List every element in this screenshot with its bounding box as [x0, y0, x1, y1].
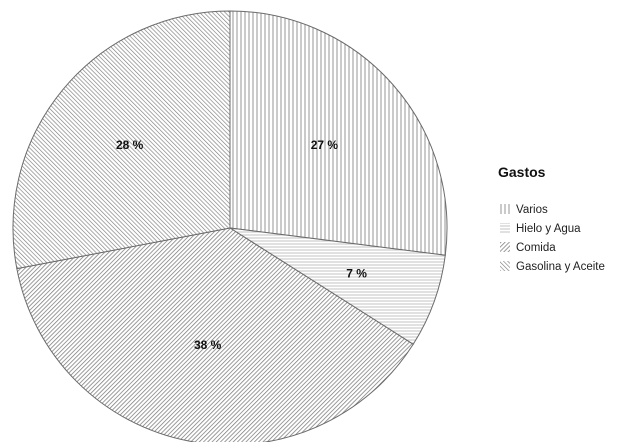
pie-slice-labels: 27 % 7 % 38 % 28 % [116, 138, 367, 352]
legend-swatch [500, 242, 510, 252]
legend-item: Gasolina y Aceite [500, 261, 605, 273]
legend-item: Varios [500, 204, 548, 216]
legend-title: Gastos [498, 164, 546, 180]
legend-swatch [500, 261, 510, 271]
legend-item: Hielo y Agua [500, 223, 581, 235]
legend-label: Comida [516, 242, 556, 254]
legend-swatch [500, 223, 510, 233]
legend-label: Gasolina y Aceite [516, 261, 605, 273]
slice-value-label: 28 % [116, 138, 144, 152]
pie-slices [12, 10, 448, 442]
legend-item: Comida [500, 242, 556, 254]
legend-label: Hielo y Agua [516, 223, 581, 235]
legend: Gastos Varios Hielo y Agua Comida Gasolina … [498, 164, 605, 273]
slice-value-label: 27 % [311, 138, 339, 152]
slice-value-label: 38 % [194, 338, 222, 352]
legend-label: Varios [516, 204, 548, 216]
pie-slice-gasolina-y-aceite [12, 10, 231, 270]
slice-value-label: 7 % [346, 267, 367, 281]
pie-slice-comida [16, 227, 414, 442]
legend-swatch [500, 204, 510, 214]
pie-slice-varios [229, 10, 448, 256]
